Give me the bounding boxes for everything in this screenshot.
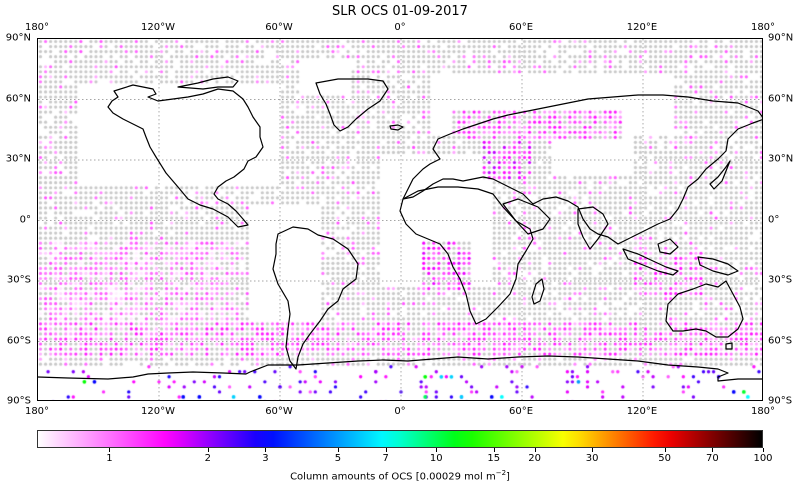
colorbar-tick-label: 1 bbox=[106, 453, 113, 464]
map-plot-area bbox=[37, 38, 763, 401]
colorbar-tick bbox=[337, 448, 339, 452]
longitude-tick-label: 180° bbox=[24, 22, 50, 33]
colorbar-tick bbox=[592, 448, 594, 452]
colorbar-tick-label: 100 bbox=[753, 453, 773, 464]
latitude-tick-label: 0° bbox=[19, 214, 31, 225]
colorbar-label: Column amounts of OCS [0.00029 mol m−2] bbox=[290, 469, 510, 483]
colorbar-tick-label: 3 bbox=[262, 453, 269, 464]
longitude-tick-label: 60°E bbox=[508, 22, 534, 33]
colorbar-tick-label: 50 bbox=[658, 453, 671, 464]
longitude-tick-label: 120°W bbox=[141, 22, 175, 33]
latitude-tick-label: 90°S bbox=[768, 395, 793, 407]
colorbar-tick bbox=[385, 448, 387, 452]
coastline-overlay bbox=[38, 39, 762, 400]
colorbar-tick-label: 5 bbox=[334, 453, 342, 464]
colorbar-tick-label: 20 bbox=[528, 453, 541, 464]
colorbar-tick bbox=[265, 448, 267, 452]
graticule bbox=[38, 39, 762, 400]
longitude-tick-label: 180° bbox=[750, 22, 776, 33]
colorbar-tick bbox=[493, 448, 495, 452]
latitude-tick-label: 30°S bbox=[768, 274, 793, 286]
colorbar-tick-label: 70 bbox=[706, 453, 719, 464]
longitude-tick-label: 60°W bbox=[265, 406, 293, 417]
latitude-tick-label: 0° bbox=[768, 214, 780, 225]
latitude-tick-label: 60°S bbox=[768, 335, 793, 346]
colorbar-tick-label: 30 bbox=[585, 453, 599, 464]
longitude-tick-label: 60°W bbox=[265, 22, 293, 33]
latitude-tick-label: 90°N bbox=[768, 32, 794, 44]
colorbar-tick bbox=[109, 448, 111, 452]
chart-title: SLR OCS 01-09-2017 bbox=[332, 4, 468, 19]
longitude-tick-label: 0° bbox=[394, 406, 406, 417]
longitude-tick-label: 120°W bbox=[141, 406, 175, 417]
latitude-tick-label: 90°S bbox=[6, 395, 31, 407]
latitude-tick-label: 60°S bbox=[6, 335, 31, 346]
longitude-tick-label: 120°E bbox=[626, 406, 658, 417]
longitude-tick-label: 180° bbox=[24, 406, 50, 417]
colorbar-tick-label: 2 bbox=[204, 453, 212, 464]
longitude-tick-label: 0° bbox=[394, 22, 406, 33]
colorbar-tick bbox=[763, 448, 764, 452]
latitude-tick-label: 30°S bbox=[6, 274, 31, 286]
longitude-tick-label: 120°E bbox=[626, 22, 658, 33]
latitude-tick-label: 30°N bbox=[5, 153, 31, 165]
colorbar-tick bbox=[664, 448, 666, 452]
colorbar-tick-label: 10 bbox=[429, 453, 443, 464]
colorbar-tick bbox=[712, 448, 714, 452]
colorbar-tick bbox=[436, 448, 438, 452]
colorbar bbox=[37, 430, 763, 448]
colorbar-tick bbox=[534, 448, 536, 452]
latitude-tick-label: 60°N bbox=[768, 93, 794, 104]
colorbar-tick-label: 15 bbox=[487, 453, 501, 464]
coastlines bbox=[38, 76, 762, 382]
longitude-tick-label: 180° bbox=[750, 406, 776, 417]
colorbar-tick bbox=[207, 448, 209, 452]
latitude-tick-label: 90°N bbox=[5, 32, 31, 44]
colorbar-tick-label: 7 bbox=[382, 453, 389, 464]
longitude-tick-label: 60°E bbox=[508, 406, 534, 417]
latitude-tick-label: 60°N bbox=[5, 93, 31, 104]
latitude-tick-label: 30°N bbox=[768, 153, 794, 165]
